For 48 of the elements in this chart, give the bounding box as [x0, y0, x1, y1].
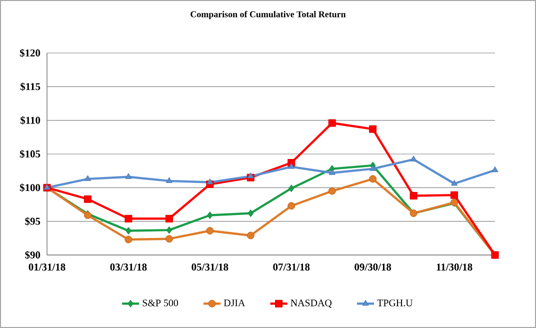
point	[369, 175, 377, 183]
point	[165, 235, 173, 243]
point	[125, 173, 132, 179]
point	[451, 180, 458, 186]
point	[370, 165, 376, 171]
chart-title: Comparison of Cumulative Total Return	[190, 10, 346, 20]
point	[124, 214, 132, 222]
point	[206, 178, 214, 184]
y-tick-label: $100	[20, 183, 40, 192]
x-tick-label: 09/30/18	[354, 264, 392, 271]
point	[165, 214, 173, 222]
point	[288, 184, 294, 192]
point	[126, 227, 132, 235]
point	[369, 125, 377, 133]
point	[410, 192, 418, 200]
point	[288, 163, 295, 169]
x-tick-label: 03/31/18	[110, 264, 147, 271]
point	[124, 236, 132, 244]
x-tick-label: 01/31/18	[28, 264, 66, 271]
point	[328, 119, 336, 127]
point	[328, 169, 336, 175]
x-tick-label: 11/30/18	[436, 264, 472, 271]
point	[450, 191, 458, 199]
legend-label: TPGH.U	[377, 300, 413, 306]
point	[288, 202, 296, 210]
point	[207, 212, 213, 220]
point	[166, 226, 172, 234]
x-tick-label: 07/31/18	[273, 264, 310, 271]
point	[84, 175, 92, 181]
point	[166, 177, 172, 183]
point	[84, 195, 92, 203]
x-tick-label: 05/31/18	[192, 264, 228, 271]
y-tick-label: $90	[25, 250, 40, 260]
y-tick-label: $115	[20, 82, 40, 91]
legend-label: S&P 500	[142, 300, 178, 306]
point	[206, 227, 214, 235]
point	[410, 156, 417, 162]
point	[247, 172, 254, 178]
legend-label: DJIA	[224, 300, 246, 306]
point	[328, 187, 336, 195]
point	[248, 210, 254, 218]
point	[246, 232, 254, 240]
point	[492, 166, 498, 172]
legend-label: NASDAQ	[290, 300, 332, 308]
y-tick-label: $105	[20, 150, 40, 158]
y-tick-label: $95	[25, 217, 40, 226]
y-tick-label: $110	[20, 116, 40, 125]
y-tick-label: $120	[20, 48, 40, 58]
